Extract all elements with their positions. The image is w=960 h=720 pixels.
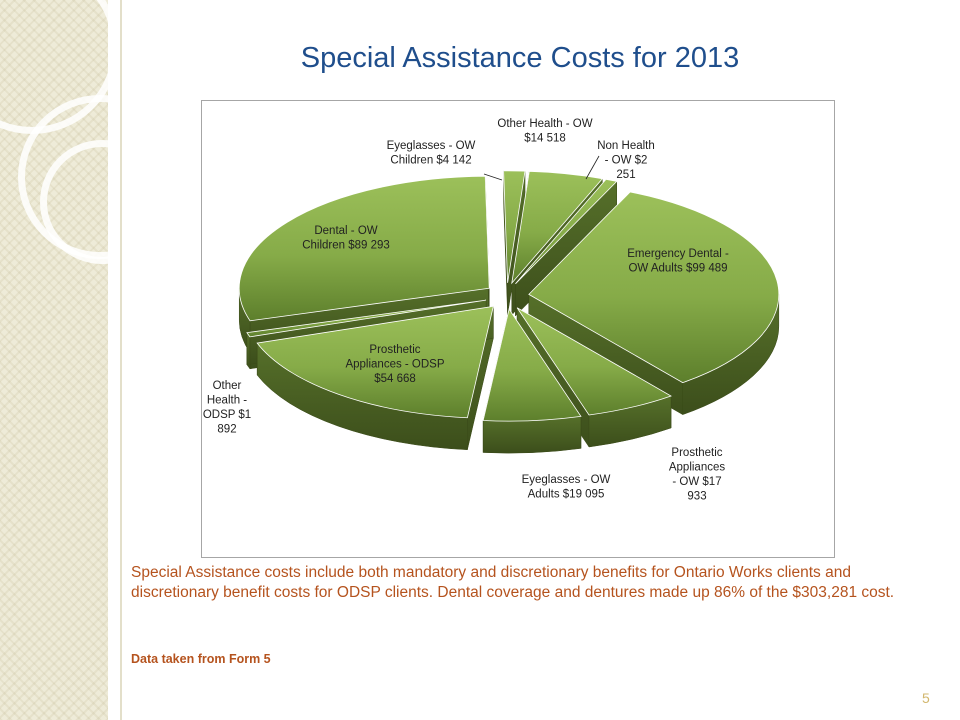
slice-label-eyeglasses-ow-children: Eyeglasses - OW Children $4 142 <box>387 140 476 167</box>
page-number: 5 <box>922 690 930 706</box>
slice-label-line: Prosthetic <box>369 344 420 356</box>
pie-slice-other-health-odsp <box>246 299 487 338</box>
pie-slice-prosthetic-appliances-odsp <box>256 305 494 419</box>
slice-label-line: Adults $19 095 <box>528 489 605 501</box>
slice-label-line: $54 668 <box>374 373 416 385</box>
slice-label-line: - OW $2 <box>605 155 648 167</box>
decorative-sidebar <box>0 0 108 720</box>
slice-label-line: - OW $17 <box>672 476 721 488</box>
pie-chart: Other Health - OW $14 518 Non Health - OW $… <box>203 118 780 503</box>
slice-wall-other-health-odsp <box>246 331 251 370</box>
slice-label-line: 933 <box>687 491 706 503</box>
slice-label-line: Other <box>213 380 242 392</box>
pie-slice-dental-ow-children <box>238 175 490 322</box>
pie-slice-non-health-ow <box>515 178 618 285</box>
slice-label-line: ODSP $1 <box>203 409 251 421</box>
sidebar-divider <box>120 0 122 720</box>
slice-label-line: OW Adults $99 489 <box>628 263 727 275</box>
slice-label-line: $14 518 <box>524 133 566 145</box>
slice-label-other-health-ow: Other Health - OW $14 518 <box>497 118 592 145</box>
slice-label-line: Emergency Dental - <box>627 248 729 260</box>
leader-line <box>585 155 600 180</box>
slide-title: Special Assistance Costs for 2013 <box>300 42 740 74</box>
pie-slice-emergency-dental-ow-adults <box>528 191 780 384</box>
chart-frame: Other Health - OW $14 518 Non Health - OW $… <box>201 100 835 558</box>
pie-slice-eyeglasses-ow-adults <box>482 308 582 422</box>
pie-slice-other-health-ow <box>511 170 604 285</box>
slice-label-line: Eyeglasses - OW <box>522 474 611 486</box>
slice-label-line: Appliances - ODSP <box>345 359 444 371</box>
slice-label-line: Non Health <box>597 140 655 152</box>
pie-slice-eyeglasses-ow-children <box>503 170 526 283</box>
slice-label-non-health-ow: Non Health - OW $2 251 <box>597 140 655 181</box>
slice-label-prosthetic-appliances-odsp: Prosthetic Appliances - ODSP $54 668 <box>345 344 444 385</box>
source-note: Data taken from Form 5 <box>131 652 271 666</box>
slice-label-line: Appliances <box>669 462 726 474</box>
slice-label-line: 892 <box>217 424 236 436</box>
slice-label-dental-ow-children: Dental - OW Children $89 293 <box>302 225 390 252</box>
leader-line <box>483 173 503 181</box>
slice-label-line: Eyeglasses - OW <box>387 140 476 152</box>
slice-label-line: Prosthetic <box>671 447 722 459</box>
slice-label-line: Children $89 293 <box>302 240 390 252</box>
slice-label-line: Other Health - OW <box>497 118 592 130</box>
slice-label-line: Children $4 142 <box>390 155 471 167</box>
pie-slice-prosthetic-appliances-ow <box>516 307 672 416</box>
slice-label-prosthetic-appliances-ow: Prosthetic Appliances - OW $17 933 <box>669 447 726 503</box>
slice-label-line: 251 <box>616 169 635 181</box>
slice-label-other-health-odsp: Other Health - ODSP $1 892 <box>203 380 251 436</box>
slice-label-line: Health - <box>207 395 247 407</box>
chart-caption: Special Assistance costs include both ma… <box>131 564 895 601</box>
slice-label-line: Dental - OW <box>314 225 377 237</box>
slice-wall-eyeglasses-ow-adults <box>482 416 582 454</box>
slice-label-eyeglasses-ow-adults: Eyeglasses - OW Adults $19 095 <box>522 474 611 501</box>
slice-label-emergency-dental-ow-adults: Emergency Dental - OW Adults $99 489 <box>627 248 729 275</box>
